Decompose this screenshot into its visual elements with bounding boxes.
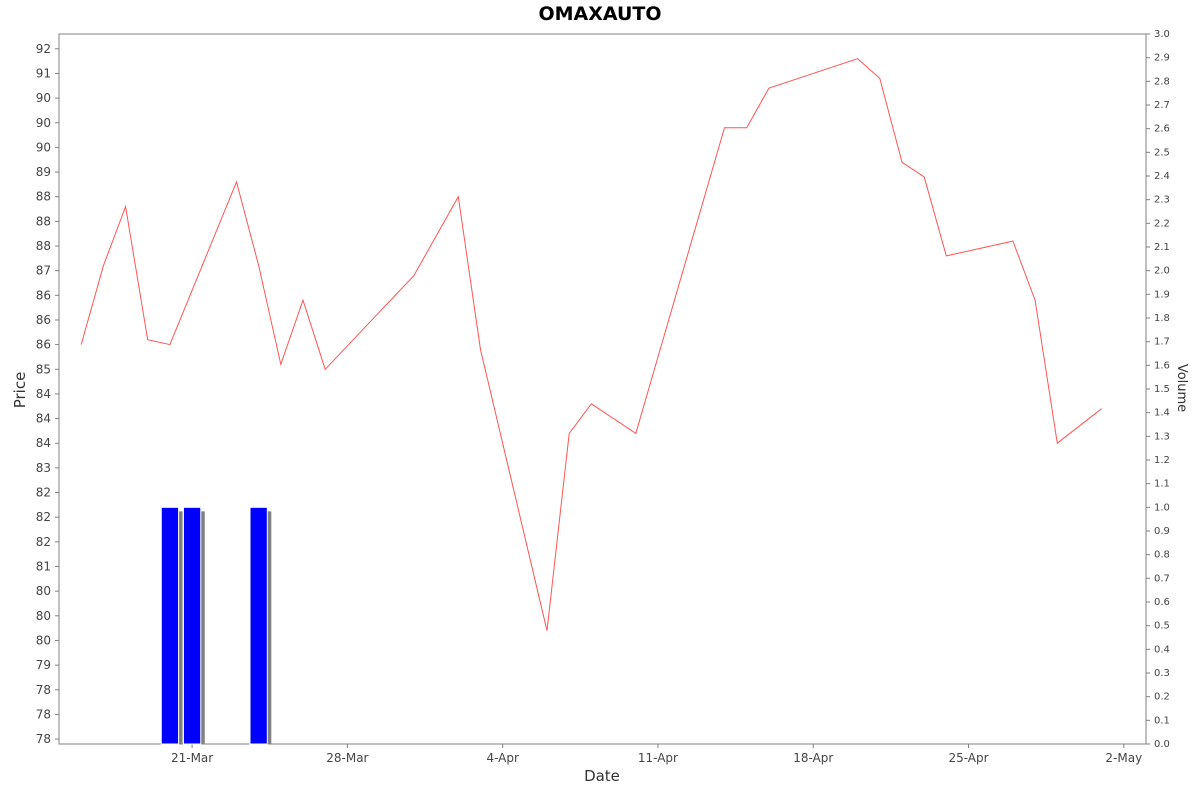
- price-tick-label: 88: [36, 214, 51, 228]
- volume-tick-label: 0.4: [1154, 644, 1170, 655]
- price-line-group: [80, 58, 1102, 631]
- volume-tick-label: 2.0: [1154, 266, 1170, 277]
- volume-tick-label: 2.4: [1154, 171, 1170, 182]
- date-tick-label: 28-Mar: [326, 751, 368, 765]
- volume-bar: [249, 506, 268, 745]
- volume-bars: [160, 506, 272, 745]
- volume-tick-label: 0.9: [1154, 526, 1170, 537]
- volume-tick-label: 2.1: [1154, 242, 1170, 253]
- price-tick-label: 78: [36, 707, 51, 721]
- date-tick-label: 2-May: [1105, 751, 1142, 765]
- date-axis: 21-Mar 28-Mar 4-Apr 11-Apr 18-Apr 25-Apr 2-May: [171, 744, 1142, 765]
- y2-axis-label: Volume: [1174, 364, 1189, 412]
- volume-tick-label: 0.6: [1154, 597, 1170, 608]
- volume-tick-label: 1.7: [1154, 337, 1170, 348]
- price-tick-label: 79: [36, 658, 51, 672]
- price-tick-label: 80: [36, 609, 51, 623]
- volume-tick-label: 0.1: [1154, 715, 1170, 726]
- volume-tick-label: 0.2: [1154, 692, 1170, 703]
- date-tick-label: 21-Mar: [171, 751, 213, 765]
- price-tick-label: 86: [36, 313, 51, 327]
- volume-axis: 0.0 0.1 0.2 0.3 0.4 0.5 0.6 0.7 0.8 0.9 1.0 1.1 1.2 1…: [1146, 29, 1170, 750]
- volume-bar: [182, 506, 202, 745]
- price-tick-label: 82: [36, 535, 51, 549]
- date-tick-label: 18-Apr: [793, 751, 833, 765]
- price-tick-label: 90: [36, 140, 51, 154]
- volume-tick-label: 0.7: [1154, 573, 1170, 584]
- volume-tick-label: 3.0: [1154, 29, 1170, 40]
- date-tick-label: 25-Apr: [948, 751, 988, 765]
- volume-tick-label: 0.8: [1154, 550, 1170, 561]
- price-tick-label: 90: [36, 116, 51, 130]
- volume-tick-label: 2.8: [1154, 76, 1170, 87]
- volume-tick-label: 2.6: [1154, 124, 1170, 135]
- volume-tick-label: 1.3: [1154, 431, 1170, 442]
- price-tick-label: 85: [36, 362, 51, 376]
- volume-tick-label: 1.6: [1154, 360, 1170, 371]
- price-tick-label: 88: [36, 239, 51, 253]
- volume-tick-label: 1.5: [1154, 384, 1170, 395]
- date-tick-label: 4-Apr: [486, 751, 519, 765]
- price-tick-label: 78: [36, 732, 51, 746]
- plot-area: [58, 33, 1147, 745]
- volume-tick-label: 1.8: [1154, 313, 1170, 324]
- volume-tick-label: 1.0: [1154, 502, 1170, 513]
- volume-tick-label: 0.3: [1154, 668, 1170, 679]
- volume-tick-label: 1.1: [1154, 479, 1170, 490]
- volume-tick-label: 0.0: [1154, 739, 1170, 750]
- price-tick-label: 90: [36, 91, 51, 105]
- price-line: [80, 58, 1102, 631]
- price-tick-label: 80: [36, 584, 51, 598]
- price-tick-label: 81: [36, 560, 51, 574]
- price-tick-label: 84: [36, 387, 51, 401]
- price-tick-label: 88: [36, 190, 51, 204]
- volume-tick-label: 2.9: [1154, 53, 1170, 64]
- price-tick-label: 82: [36, 510, 51, 524]
- x-axis-label: Date: [584, 767, 620, 785]
- price-tick-label: 87: [36, 264, 51, 278]
- volume-tick-label: 1.9: [1154, 289, 1170, 300]
- price-axis: 78 78 78 79 80 80 80 81 82 82 82 83 84 84 84 85 86 86 86 87…: [36, 42, 59, 746]
- volume-tick-label: 2.5: [1154, 147, 1170, 158]
- price-tick-label: 86: [36, 288, 51, 302]
- price-tick-label: 84: [36, 412, 51, 426]
- y-axis-label: Price: [11, 372, 29, 409]
- price-tick-label: 82: [36, 486, 51, 500]
- volume-bar: [160, 506, 180, 745]
- volume-tick-label: 2.2: [1154, 218, 1170, 229]
- price-tick-label: 83: [36, 461, 51, 475]
- price-tick-label: 86: [36, 338, 51, 352]
- price-tick-label: 91: [36, 66, 51, 80]
- price-tick-label: 78: [36, 683, 51, 697]
- price-tick-label: 84: [36, 436, 51, 450]
- chart-title: OMAXAUTO: [538, 3, 661, 25]
- volume-tick-label: 0.5: [1154, 621, 1170, 632]
- volume-tick-label: 2.3: [1154, 195, 1170, 206]
- volume-tick-label: 1.4: [1154, 408, 1170, 419]
- price-tick-label: 80: [36, 633, 51, 647]
- volume-tick-label: 1.2: [1154, 455, 1170, 466]
- date-tick-label: 11-Apr: [638, 751, 678, 765]
- price-tick-label: 92: [36, 42, 51, 56]
- volume-tick-label: 2.7: [1154, 100, 1170, 111]
- price-tick-label: 89: [36, 165, 51, 179]
